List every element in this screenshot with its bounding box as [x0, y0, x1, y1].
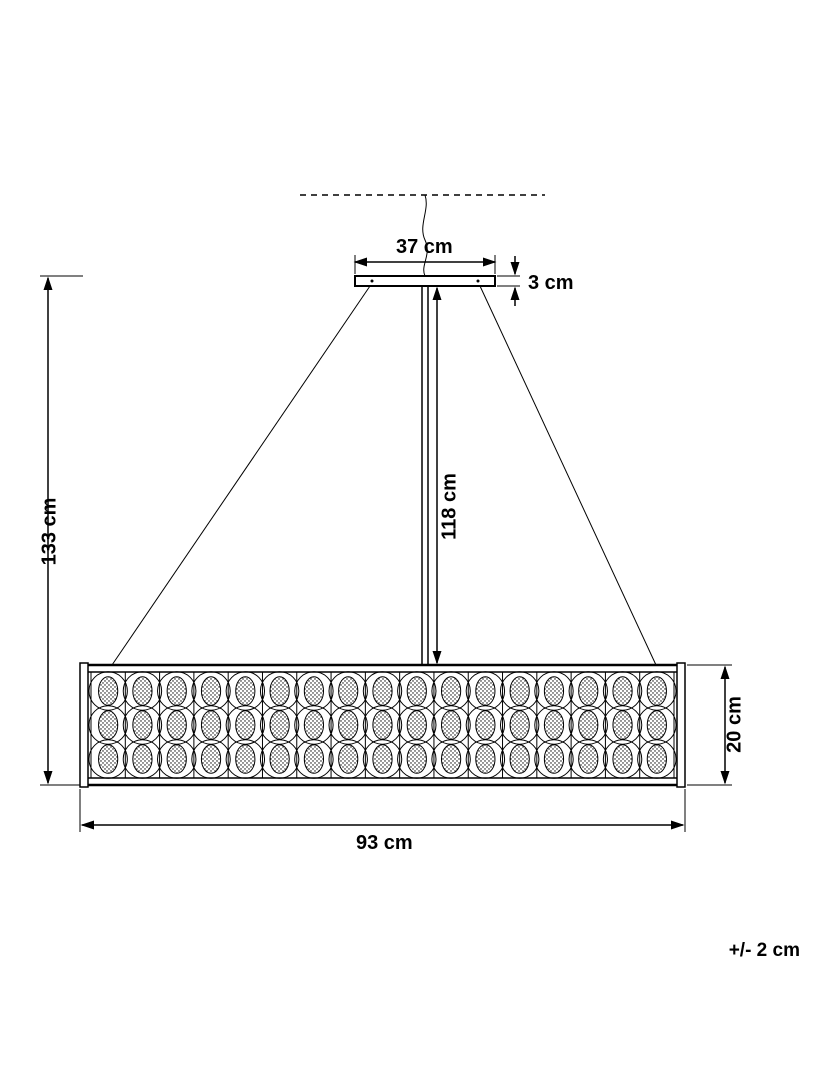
mount-plate	[355, 276, 495, 286]
label-shade-height: 20 cm	[724, 690, 747, 760]
label-mount-width: 37 cm	[396, 236, 453, 259]
wire-left	[112, 286, 370, 665]
label-shade-width: 93 cm	[356, 832, 413, 855]
tolerance-note: +/- 2 cm	[729, 940, 800, 962]
label-total-height: 133 cm	[39, 492, 62, 572]
shade-pattern	[89, 672, 676, 778]
dimension-diagram	[0, 0, 830, 1080]
wire-right	[480, 286, 656, 665]
label-rod-length: 118 cm	[439, 467, 462, 547]
label-mount-height: 3 cm	[528, 272, 574, 295]
